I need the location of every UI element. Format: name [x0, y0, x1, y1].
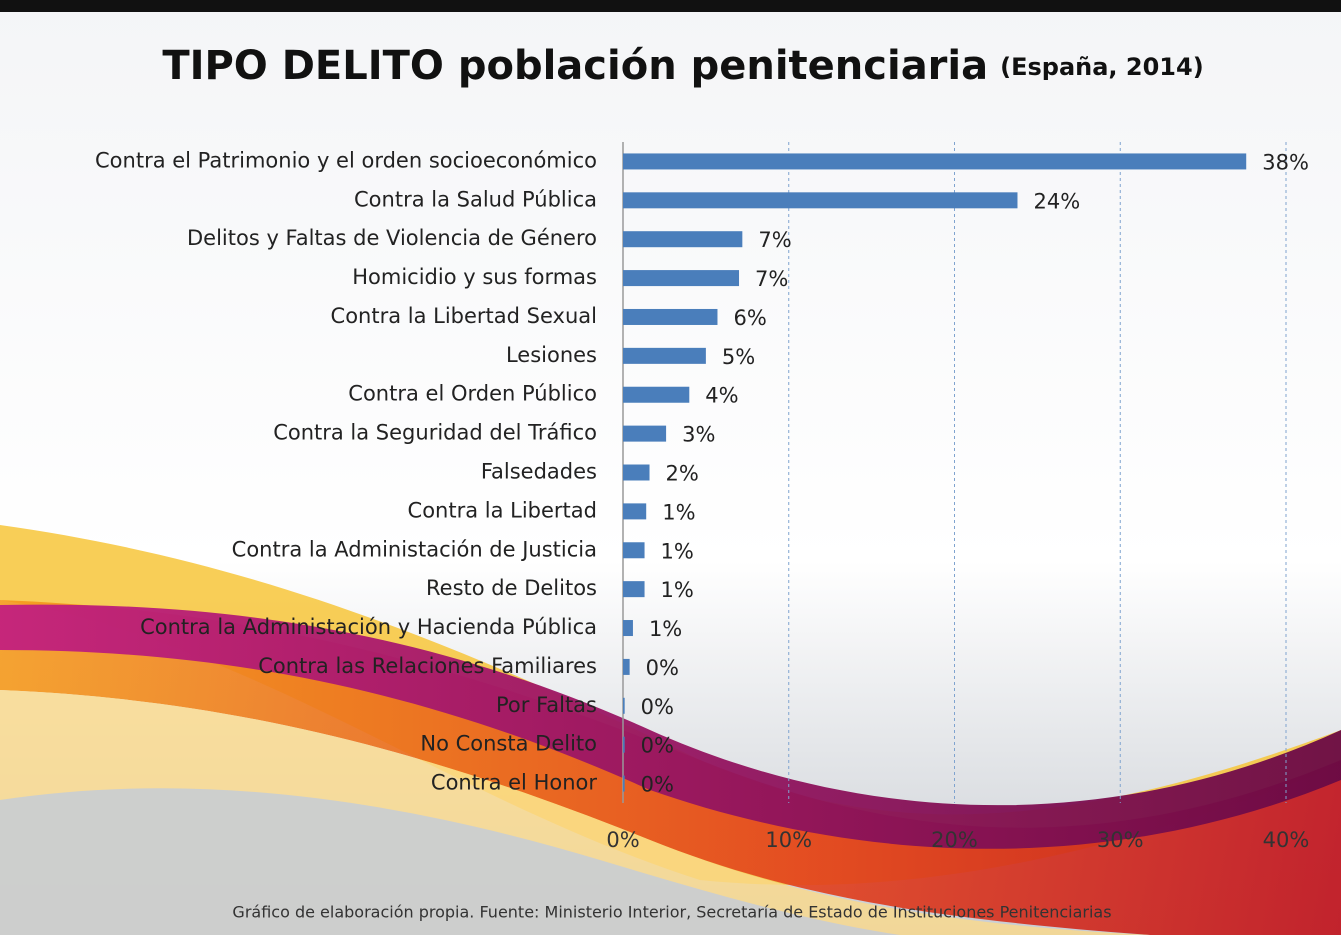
value-label: 1% — [661, 539, 694, 563]
value-label: 7% — [758, 228, 791, 252]
bar — [623, 581, 645, 598]
value-label: 38% — [1262, 150, 1309, 174]
y-tick-label: Contra la Salud Pública — [354, 187, 597, 211]
bar — [623, 270, 740, 287]
bar — [623, 658, 630, 675]
bar — [623, 153, 1247, 170]
y-tick-label: Delitos y Faltas de Violencia de Género — [187, 226, 597, 250]
y-tick-label: Resto de Delitos — [426, 576, 597, 600]
chart-subtitle: (España, 2014) — [1000, 53, 1204, 81]
y-tick-label: Contra el Patrimonio y el orden socioeco… — [95, 148, 597, 172]
bar — [623, 425, 667, 442]
y-tick-label: No Consta Delito — [420, 732, 597, 756]
y-tick-label: Homicidio y sus formas — [352, 265, 597, 289]
y-tick-label: Por Faltas — [496, 693, 597, 717]
value-label: 3% — [682, 423, 715, 447]
value-label: 7% — [755, 267, 788, 291]
value-label: 4% — [705, 384, 738, 408]
y-tick-label: Contra el Orden Público — [348, 382, 597, 406]
value-label: 0% — [641, 734, 674, 758]
bar — [623, 542, 645, 559]
value-label: 5% — [722, 345, 755, 369]
x-tick-label: 0% — [606, 828, 639, 852]
y-tick-label: Contra la Libertad — [408, 498, 597, 522]
y-tick-label: Contra la Seguridad del Tráfico — [273, 421, 597, 445]
value-label: 1% — [649, 617, 682, 641]
x-tick-label: 10% — [765, 828, 812, 852]
y-tick-label: Contra las Relaciones Familiares — [258, 654, 597, 678]
value-label: 0% — [641, 695, 674, 719]
x-tick-label: 20% — [931, 828, 978, 852]
bar — [623, 464, 650, 481]
value-label: 1% — [662, 500, 695, 524]
value-label: 24% — [1033, 189, 1080, 213]
y-tick-label: Contra el Honor — [431, 771, 597, 795]
x-tick-label: 30% — [1097, 828, 1144, 852]
bar — [623, 386, 690, 403]
bar — [623, 620, 633, 637]
bar — [623, 308, 718, 325]
value-label: 0% — [641, 773, 674, 797]
y-tick-label: Contra la Administación de Justicia — [232, 537, 597, 561]
y-tick-label: Lesiones — [506, 343, 597, 367]
bar — [623, 192, 1018, 209]
chart-title: TIPO DELITO población penitenciaria — [162, 43, 988, 89]
value-label: 0% — [646, 656, 679, 680]
chart-title-group: TIPO DELITO población penitenciaria (Espa… — [162, 43, 1203, 89]
bar — [623, 231, 743, 248]
y-tick-label: Falsedades — [481, 460, 597, 484]
value-label: 2% — [666, 462, 699, 486]
y-tick-label: Contra la Administación y Hacienda Públi… — [140, 615, 597, 639]
bar — [623, 775, 625, 792]
y-tick-label: Contra la Libertad Sexual — [331, 304, 597, 328]
x-tick-label: 40% — [1263, 828, 1310, 852]
value-label: 1% — [661, 578, 694, 602]
bar — [623, 736, 625, 753]
value-label: 6% — [733, 306, 766, 330]
source-note: Gráfico de elaboración propia. Fuente: M… — [232, 903, 1111, 922]
bar — [623, 503, 647, 520]
bar — [623, 347, 706, 364]
bar — [623, 697, 625, 714]
